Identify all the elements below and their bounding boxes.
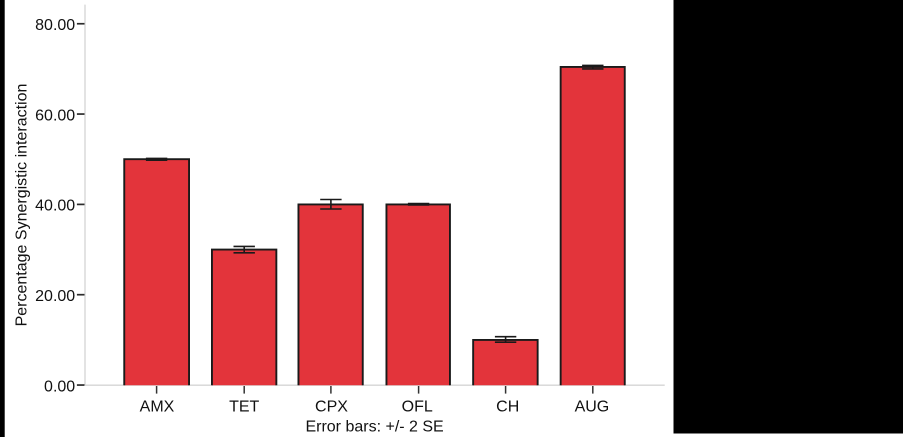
svg-text:0.00: 0.00 [44, 378, 75, 395]
svg-text:CH: CH [496, 399, 519, 416]
svg-text:80.00: 80.00 [35, 17, 75, 34]
svg-text:OFL: OFL [402, 399, 433, 416]
svg-text:40.00: 40.00 [35, 198, 75, 215]
svg-text:Percentage Synergistic interac: Percentage Synergistic interaction [13, 84, 30, 327]
svg-text:60.00: 60.00 [35, 107, 75, 124]
svg-text:Error bars: +/- 2 SE: Error bars: +/- 2 SE [305, 419, 443, 436]
svg-text:AUG: AUG [575, 399, 610, 416]
svg-text:TET: TET [229, 399, 259, 416]
svg-text:AMX: AMX [140, 399, 175, 416]
svg-text:CPX: CPX [315, 399, 348, 416]
svg-text:20.00: 20.00 [35, 288, 75, 305]
